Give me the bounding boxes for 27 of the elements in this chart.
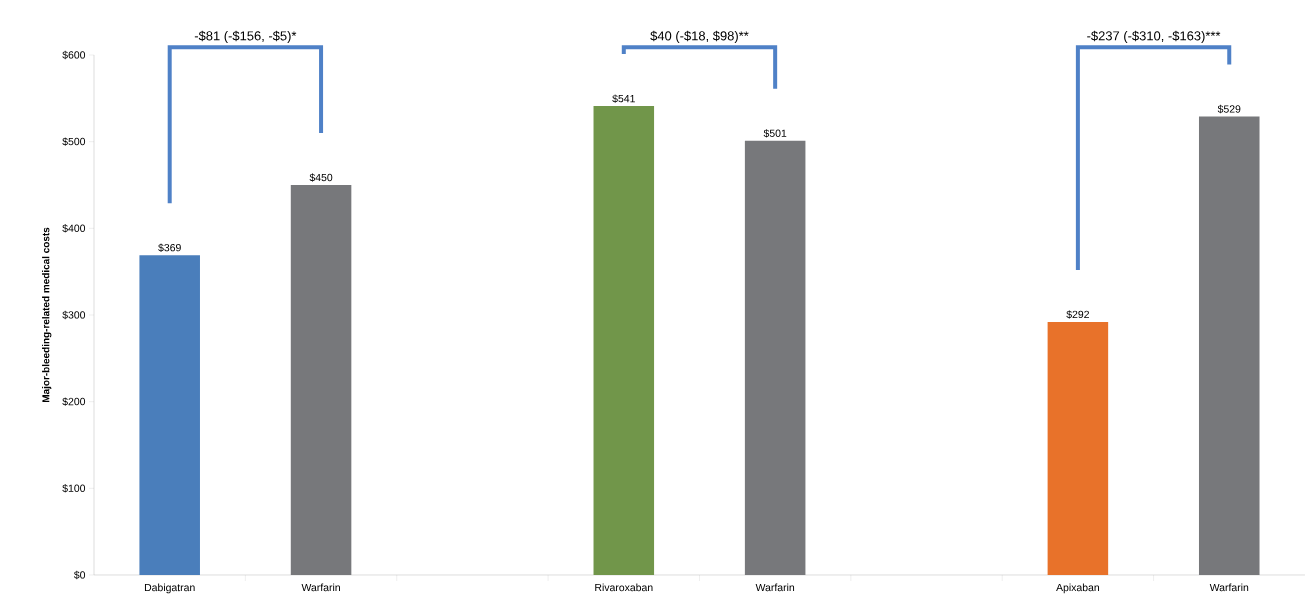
bar	[593, 106, 655, 575]
y-tick-label: $600	[62, 50, 86, 60]
y-tick-label: $300	[62, 310, 86, 320]
x-tick-label: Apixaban	[1056, 583, 1100, 594]
text: $40 (-$18, $98)**	[650, 30, 749, 43]
x-tick-label: Rivaroxaban	[595, 583, 653, 592]
data-label: $292	[1066, 310, 1089, 319]
y-tick-label: $500	[62, 137, 86, 146]
data-label: $501	[763, 129, 787, 138]
y-tick-label: $200	[62, 397, 86, 406]
data-label: $541	[612, 94, 635, 103]
y-tick-label: $0	[73, 570, 86, 580]
bar	[1047, 321, 1109, 575]
data-label: $450	[309, 173, 333, 182]
x-tick-label: Warfarin	[1209, 583, 1249, 592]
x-tick-label: Warfarin	[301, 583, 340, 592]
y-axis-title: Major-bleeding-related medical costs	[42, 227, 52, 403]
y-tick-label: $100	[62, 484, 86, 493]
text: -$81 (-$156, -$5)*	[194, 30, 297, 43]
text: -$237 (-$310, -$163)***	[1087, 30, 1221, 43]
x-tick-label: Dabigatran	[144, 583, 195, 594]
data-label: $529	[1217, 104, 1241, 114]
x-tick-label: Warfarin	[755, 583, 795, 592]
bar	[139, 255, 200, 575]
data-label: $369	[158, 243, 181, 252]
bar	[744, 140, 806, 575]
y-tick-label: $400	[62, 224, 86, 233]
